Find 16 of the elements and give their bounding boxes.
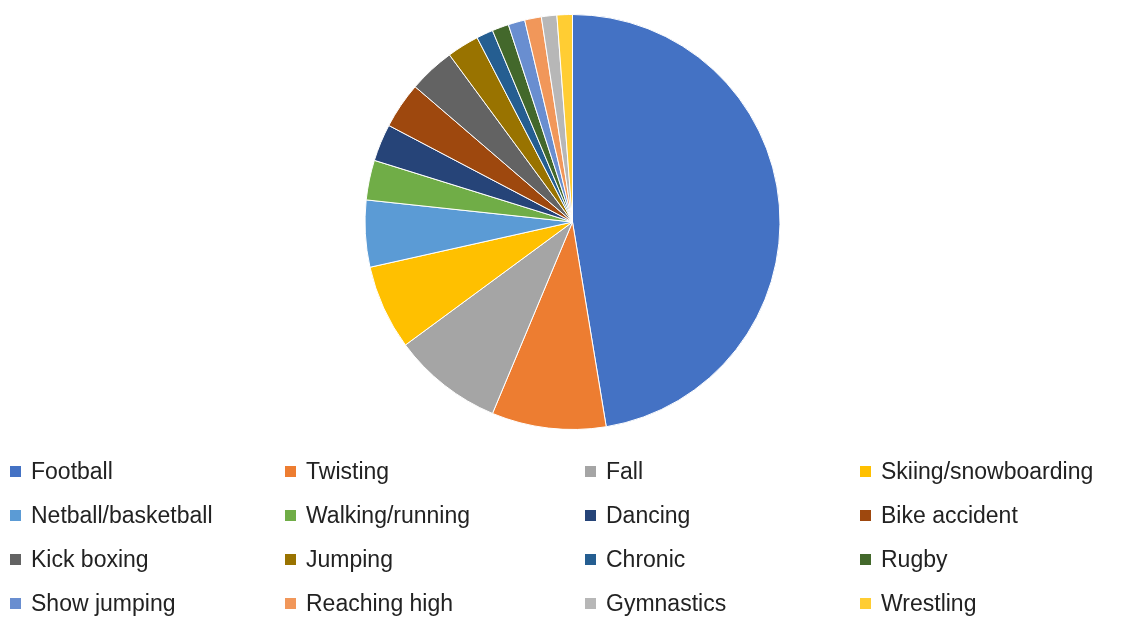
legend-label: Rugby: [881, 545, 948, 573]
legend-label: Kick boxing: [31, 545, 149, 573]
legend-label: Gymnastics: [606, 589, 727, 617]
legend-label: Twisting: [306, 457, 390, 485]
legend-label: Walking/running: [306, 501, 471, 529]
legend-label: Jumping: [306, 545, 393, 573]
legend-label: Show jumping: [31, 589, 176, 617]
legend-label: Chronic: [606, 545, 686, 573]
legend-label: Bike accident: [881, 501, 1018, 529]
legend-label: Netball/basketball: [31, 501, 213, 529]
legend-label: Wrestling: [881, 589, 977, 617]
legend-label: Skiing/snowboarding: [881, 457, 1094, 485]
legend-label: Dancing: [606, 501, 691, 529]
legend-label: Fall: [606, 457, 644, 485]
legend-label: Reaching high: [306, 589, 454, 617]
legend-label: Football: [31, 457, 113, 485]
